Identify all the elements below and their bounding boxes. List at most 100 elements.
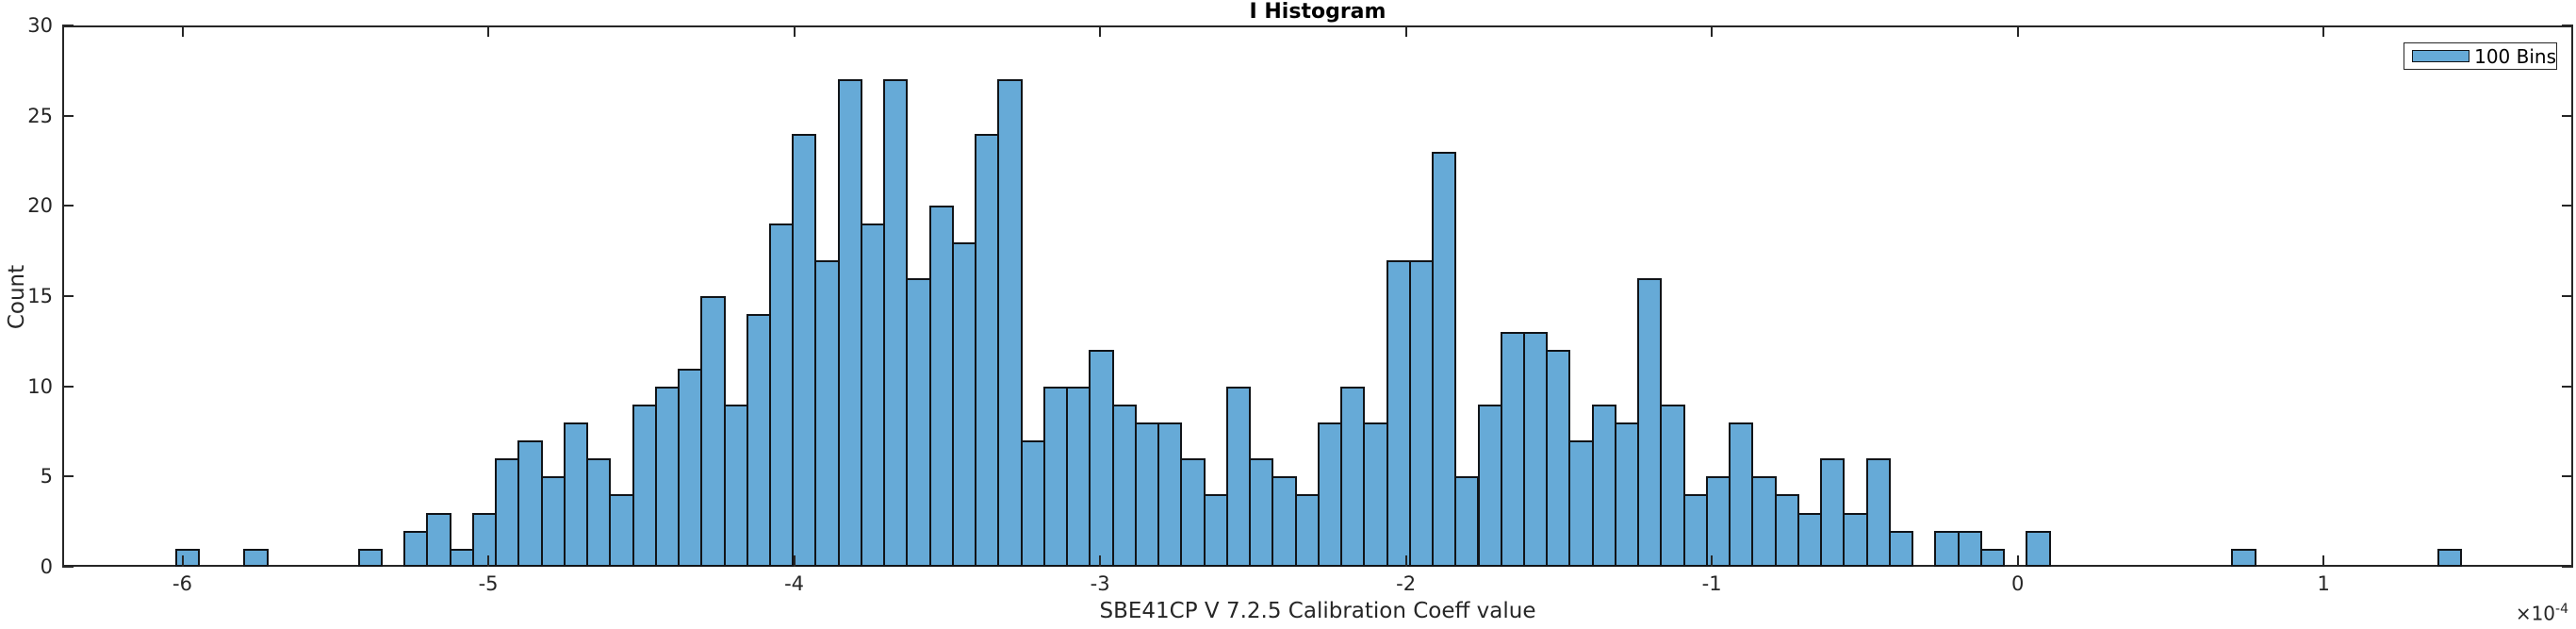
histogram-bar	[1934, 530, 1960, 567]
histogram-bar	[517, 440, 543, 567]
histogram-bar	[975, 133, 1000, 567]
tick-mark	[62, 566, 74, 568]
histogram-bar	[1317, 422, 1343, 567]
tick-mark	[2322, 25, 2325, 37]
histogram-bar	[746, 314, 771, 567]
tick-mark	[2562, 566, 2573, 568]
histogram-bar	[1111, 404, 1137, 567]
histogram-bar	[814, 259, 840, 567]
histogram-bar	[1637, 277, 1663, 567]
histogram-bar	[1843, 512, 1868, 567]
tick-mark	[1099, 25, 1102, 37]
x-tick-label: -6	[172, 572, 193, 595]
legend-box[interactable]: 100 Bins	[2404, 42, 2557, 70]
tick-mark	[2322, 555, 2325, 567]
tick-mark	[1711, 555, 1714, 567]
tick-mark	[181, 25, 184, 37]
histogram-bar	[1660, 404, 1685, 567]
histogram-bar	[174, 548, 200, 567]
histogram-bar	[563, 422, 589, 567]
chart-title: I Histogram	[1249, 0, 1386, 24]
tick-mark	[793, 25, 796, 37]
tick-mark	[1404, 25, 1407, 37]
histogram-bar	[997, 79, 1023, 567]
x-tick-label: 1	[2317, 572, 2330, 595]
histogram-bar	[1157, 422, 1183, 567]
x-axis-offset-label: ×10-4	[2516, 602, 2568, 625]
tick-mark	[2562, 475, 2573, 478]
histogram-bar	[1042, 386, 1069, 567]
histogram-bar	[1249, 458, 1274, 567]
x-tick-label: -3	[1090, 572, 1110, 595]
histogram-bar	[2026, 530, 2051, 567]
y-tick-label: 20	[27, 194, 53, 218]
histogram-bar	[1500, 332, 1525, 567]
histogram-bar	[792, 133, 817, 567]
histogram-bar	[1546, 350, 1571, 567]
histogram-bar	[1591, 404, 1616, 567]
histogram-bar	[837, 79, 862, 567]
histogram-bar	[906, 277, 931, 567]
histogram-bar	[1294, 494, 1320, 567]
histogram-bar	[1134, 422, 1160, 567]
histogram-bar	[723, 404, 748, 567]
histogram-bar	[1568, 440, 1594, 567]
histogram-bar	[1203, 494, 1228, 567]
histogram-bar	[1408, 259, 1434, 567]
y-tick-label: 15	[27, 285, 53, 307]
histogram-bar	[1522, 332, 1549, 567]
tick-mark	[793, 555, 796, 567]
histogram-bar	[471, 512, 498, 567]
tick-mark	[181, 555, 184, 567]
histogram-bar	[928, 206, 954, 567]
histogram-bar	[1957, 530, 1982, 567]
x-tick-label: -5	[478, 572, 499, 595]
plot-area	[62, 25, 2573, 568]
histogram-bar	[357, 548, 383, 567]
histogram-bar	[951, 241, 977, 567]
tick-mark	[1099, 555, 1102, 567]
histogram-bar	[1089, 350, 1114, 567]
histogram-bar	[495, 458, 520, 567]
histogram-bar	[540, 476, 566, 567]
y-tick-label: 10	[27, 374, 53, 398]
histogram-bar	[632, 404, 657, 567]
tick-mark	[2562, 114, 2573, 117]
histogram-bar	[654, 386, 681, 567]
tick-mark	[2562, 385, 2573, 388]
histogram-bar	[860, 223, 886, 567]
histogram-bar	[1225, 386, 1252, 567]
x-axis-label: SBE41CP V 7.2.5 Calibration Coeff value	[1099, 599, 1536, 623]
legend-swatch	[2412, 50, 2470, 62]
histogram-bar	[586, 458, 612, 567]
histogram-bar	[1888, 530, 1914, 567]
y-tick-label: 30	[27, 14, 53, 37]
histogram-bar	[1729, 422, 1754, 567]
tick-mark	[1711, 25, 1714, 37]
histogram-bar	[426, 512, 451, 567]
histogram-bar	[403, 530, 429, 567]
y-tick-label: 25	[27, 104, 53, 127]
tick-mark	[62, 295, 74, 297]
histogram-bar	[678, 368, 703, 567]
histogram-bar	[1066, 386, 1091, 567]
histogram-bar	[2437, 548, 2462, 567]
histogram-bar	[2231, 548, 2256, 567]
histogram-bar	[1477, 404, 1502, 567]
histogram-bar	[700, 296, 726, 567]
histogram-bar	[1705, 476, 1731, 567]
histogram-bar	[1682, 494, 1708, 567]
tick-mark	[2562, 205, 2573, 207]
tick-mark	[62, 475, 74, 478]
histogram-bar	[1979, 548, 2006, 567]
histogram-bar	[609, 494, 634, 567]
y-tick-label: 0	[40, 555, 53, 578]
histogram-bar	[243, 548, 269, 567]
histogram-bar	[883, 79, 909, 567]
histogram-bar	[1432, 151, 1457, 567]
histogram-bar	[1180, 458, 1206, 567]
y-tick-label: 5	[40, 465, 53, 488]
histogram-bar	[1454, 476, 1480, 567]
histogram-bar	[1272, 476, 1297, 567]
